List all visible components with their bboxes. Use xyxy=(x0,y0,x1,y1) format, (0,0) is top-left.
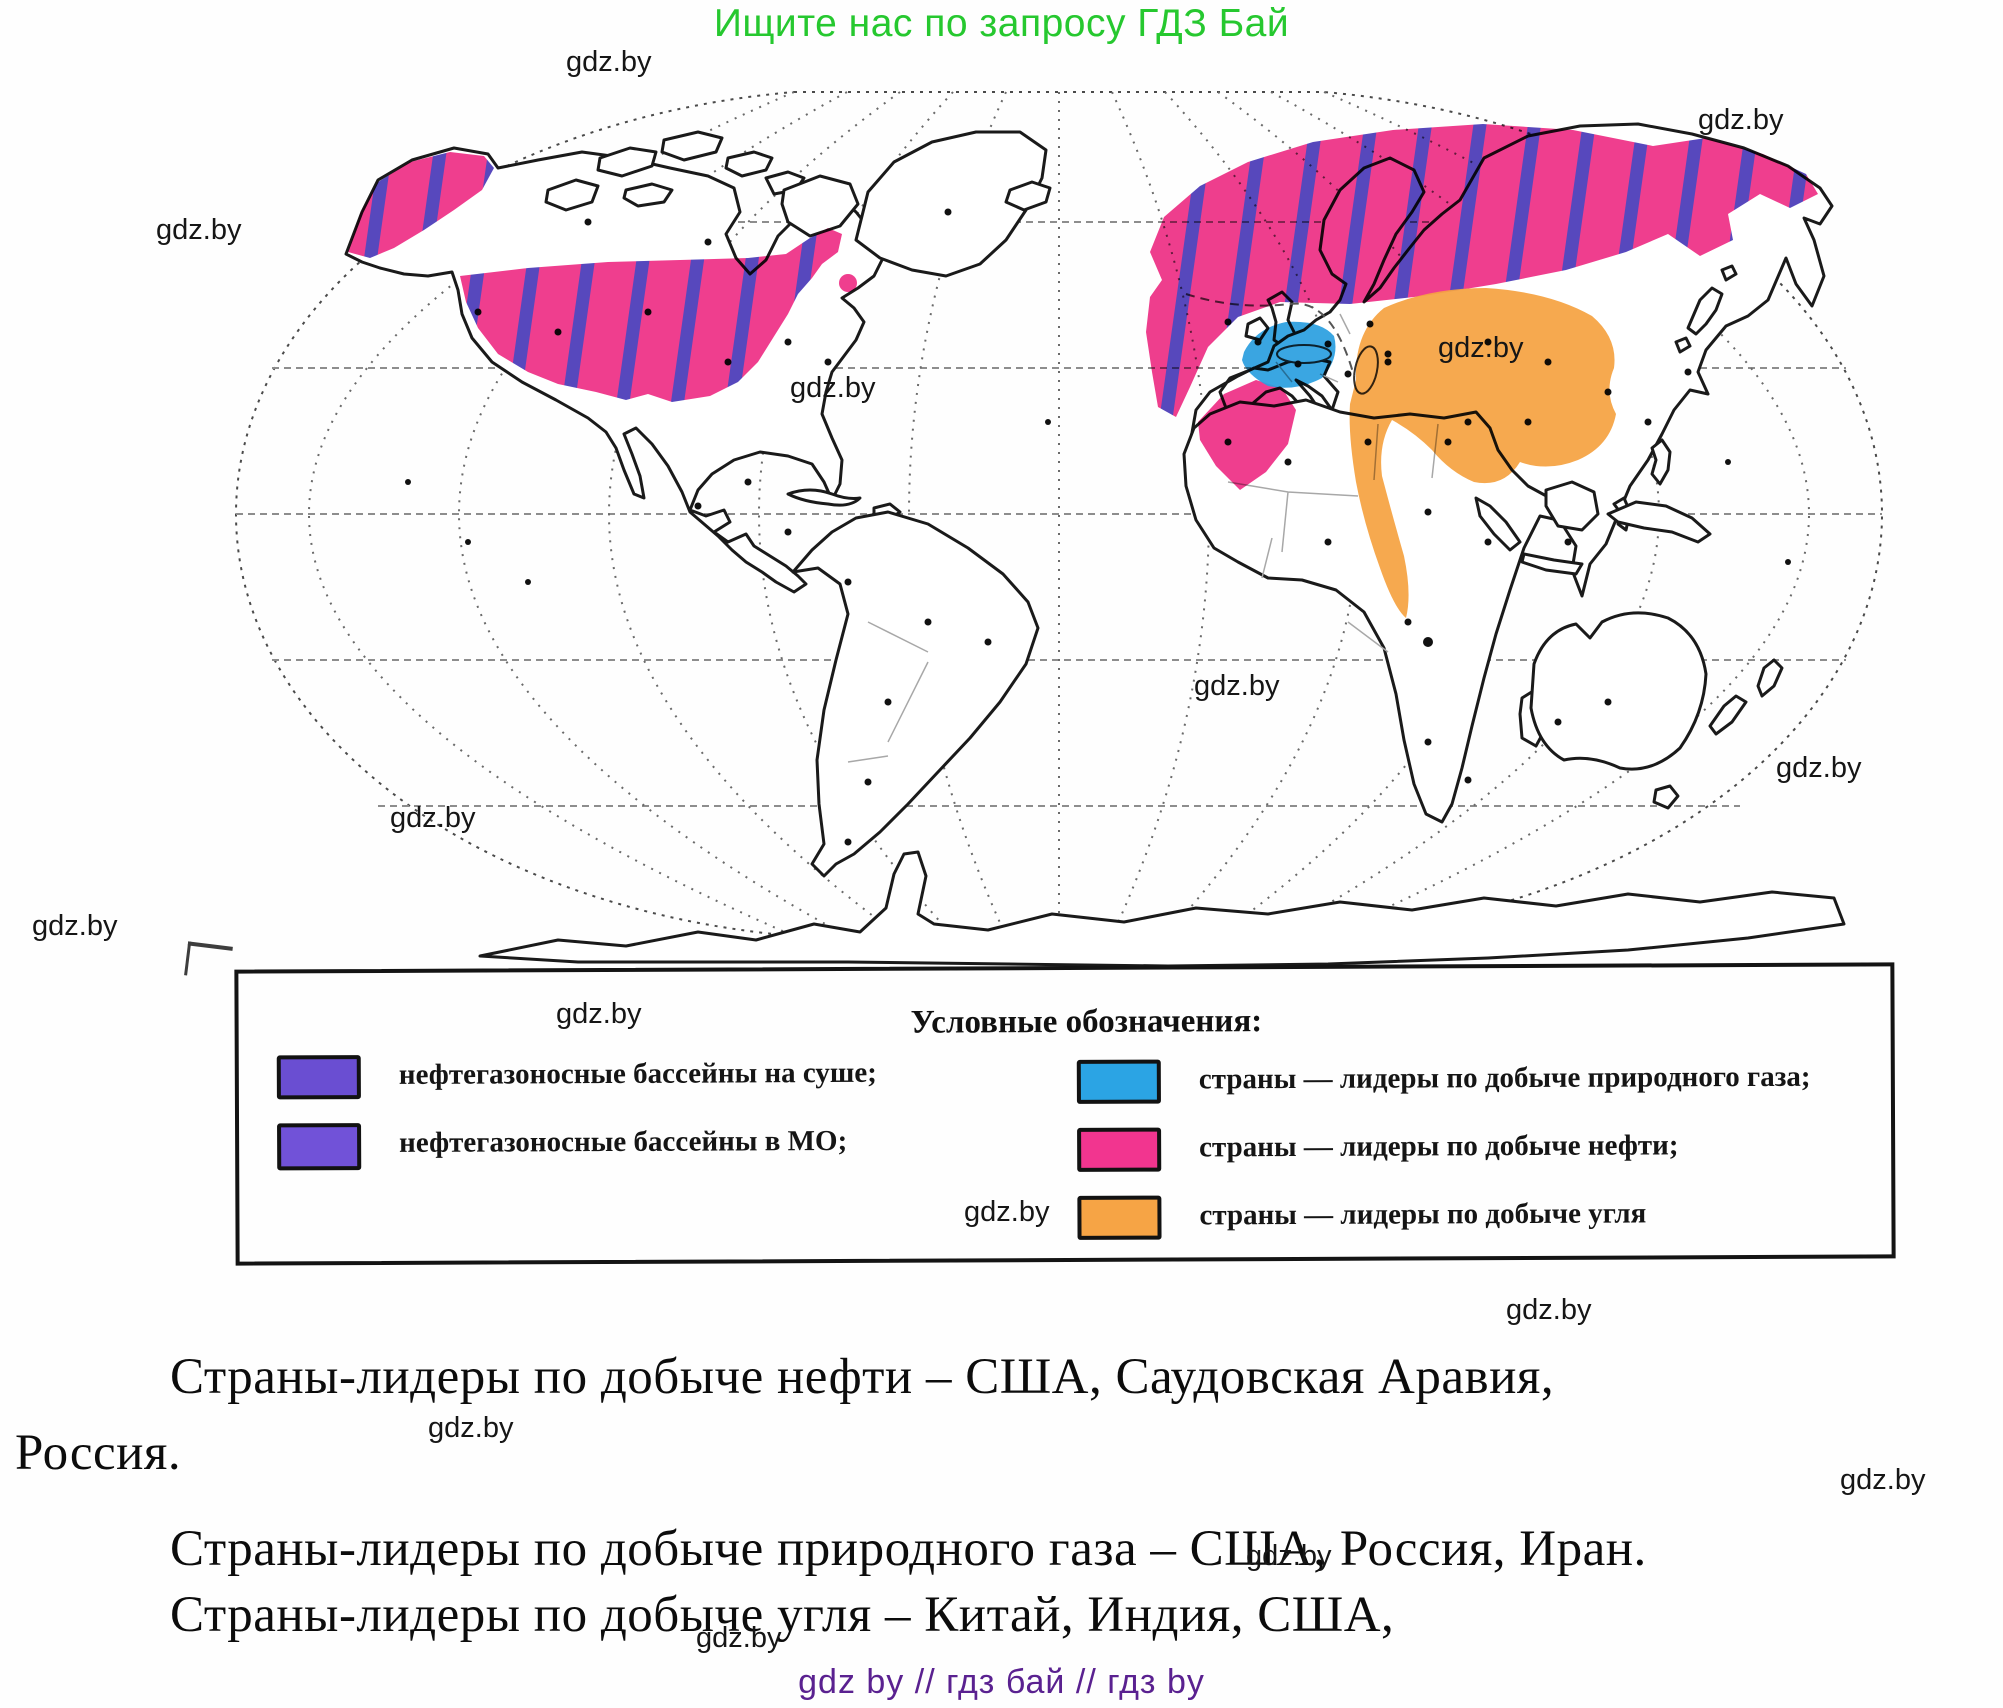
answer-gas: Страны-лидеры по добыче природного газа … xyxy=(170,1521,1647,1577)
answer-coal: Страны-лидеры по добыче угля – Китай, Ин… xyxy=(170,1587,1395,1643)
watermark: gdz.by xyxy=(566,46,652,78)
watermark: gdz.by xyxy=(1506,1294,1592,1326)
promo-banner: Ищите нас по запросу ГДЗ Бай xyxy=(713,2,1290,45)
map-boundary xyxy=(234,91,1884,937)
new-zealand-outline xyxy=(1708,658,1784,736)
legend-swatch-oil xyxy=(1077,1127,1162,1172)
legend-label-basin-ocean: нефтегазоносные бассейны в МО; xyxy=(399,1124,848,1159)
watermark: gdz.by xyxy=(964,1196,1050,1228)
legend-swatch-gas xyxy=(1076,1059,1161,1104)
watermark: gdz.by xyxy=(428,1412,514,1444)
australia-outline xyxy=(1529,611,1708,771)
region-china-india-coal xyxy=(1349,288,1616,618)
region-iran-gas xyxy=(1242,321,1336,388)
arctic-islands xyxy=(544,130,860,238)
world-map xyxy=(228,62,1890,967)
iceland-outline xyxy=(1004,180,1052,212)
watermark: gdz.by xyxy=(1438,332,1524,364)
answer-oil-line1: Страны-лидеры по добыче нефти – США, Сау… xyxy=(170,1349,1555,1405)
greenland-outline xyxy=(854,130,1048,278)
legend-label-oil: страны — лидеры по добыче нефти; xyxy=(1199,1129,1679,1164)
legend-swatch-coal xyxy=(1077,1195,1162,1240)
world-map-svg xyxy=(234,91,1884,967)
watermark: gdz.by xyxy=(156,214,242,246)
watermark: gdz.by xyxy=(1698,104,1784,136)
legend-swatch-basin-ocean xyxy=(277,1123,362,1171)
legend-label-gas: страны — лидеры по добыче природного газ… xyxy=(1198,1060,1811,1096)
region-usa-oil xyxy=(460,228,842,402)
watermark: gdz.by xyxy=(1194,670,1280,702)
answer-oil-line2: Россия. xyxy=(15,1425,182,1481)
watermark: gdz.by xyxy=(32,910,118,942)
watermark: gdz.by xyxy=(1246,1540,1332,1572)
south-america-outline xyxy=(791,510,1040,878)
region-saudi-arabia-oil xyxy=(1198,380,1296,490)
legend-label-coal: страны — лидеры по добыче угля xyxy=(1199,1197,1647,1232)
legend-title: Условные обозначения: xyxy=(910,1003,1263,1041)
legend-label-basin-land: нефтегазоносные бассейны на суше; xyxy=(398,1056,877,1091)
scan-artifact xyxy=(184,941,233,981)
antarctica-outline xyxy=(478,850,1846,967)
tasmania-outline xyxy=(1652,784,1680,810)
japan-outline xyxy=(1674,264,1738,354)
watermark: gdz.by xyxy=(790,372,876,404)
region-russia-oil xyxy=(1146,124,1818,417)
region-alaska-oil xyxy=(348,152,494,258)
watermark: gdz.by xyxy=(390,802,476,834)
legend-box: Условные обозначения: нефтегазоносные ба… xyxy=(234,962,1896,1266)
watermark: gdz.by xyxy=(1776,752,1862,784)
watermark: gdz.by xyxy=(556,998,642,1030)
region-nova-scotia-oil xyxy=(839,274,857,292)
watermark: gdz.by xyxy=(696,1622,782,1654)
legend-swatch-basin-land xyxy=(276,1055,361,1100)
resource-regions xyxy=(348,124,1818,618)
watermark: gdz.by xyxy=(1840,1464,1926,1496)
footer-watermark: gdz by // гдз бай // гдз by xyxy=(798,1663,1205,1701)
southeast-asia-islands xyxy=(1474,438,1712,576)
